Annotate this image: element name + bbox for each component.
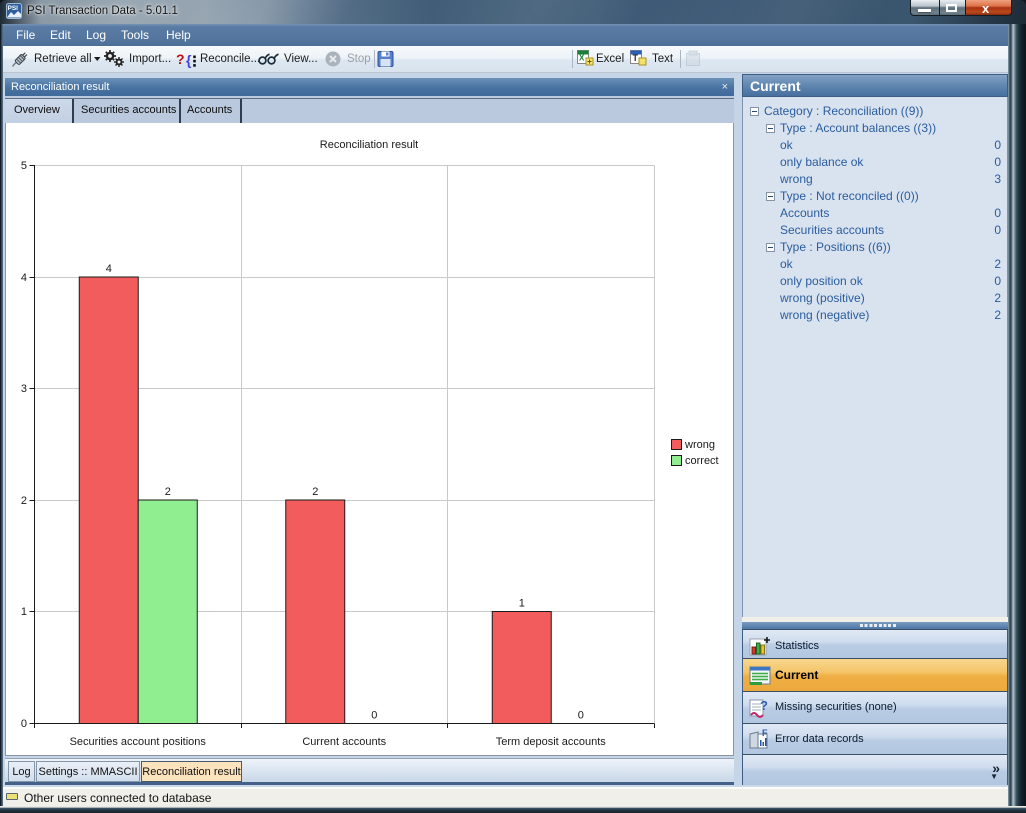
svg-text:5: 5	[21, 160, 27, 172]
svg-text:wrong: wrong	[684, 439, 715, 451]
svg-text:PSI: PSI	[8, 5, 19, 12]
svg-text:Current accounts: Current accounts	[302, 736, 386, 748]
svg-text:0: 0	[21, 718, 27, 730]
svg-text:correct: correct	[685, 455, 719, 467]
svg-text:0: 0	[371, 710, 377, 722]
svg-text:1: 1	[519, 598, 525, 610]
svg-text:F: F	[762, 728, 768, 738]
svg-text:?: ?	[176, 51, 185, 67]
svg-text:Securities account positions: Securities account positions	[70, 736, 207, 748]
svg-text:0: 0	[578, 710, 584, 722]
svg-text:2: 2	[312, 486, 318, 498]
svg-text:?: ?	[760, 698, 768, 713]
svg-text:3: 3	[21, 383, 27, 395]
svg-text:2: 2	[21, 495, 27, 507]
svg-text:X: X	[579, 54, 585, 63]
svg-text:Reconciliation result: Reconciliation result	[320, 139, 418, 151]
svg-text:T: T	[633, 53, 639, 63]
svg-text:Term deposit accounts: Term deposit accounts	[496, 736, 607, 748]
svg-text:1: 1	[21, 606, 27, 618]
svg-text:4: 4	[21, 272, 27, 284]
svg-text:4: 4	[106, 263, 112, 275]
svg-text:2: 2	[165, 486, 171, 498]
svg-text:{: {	[186, 52, 192, 68]
